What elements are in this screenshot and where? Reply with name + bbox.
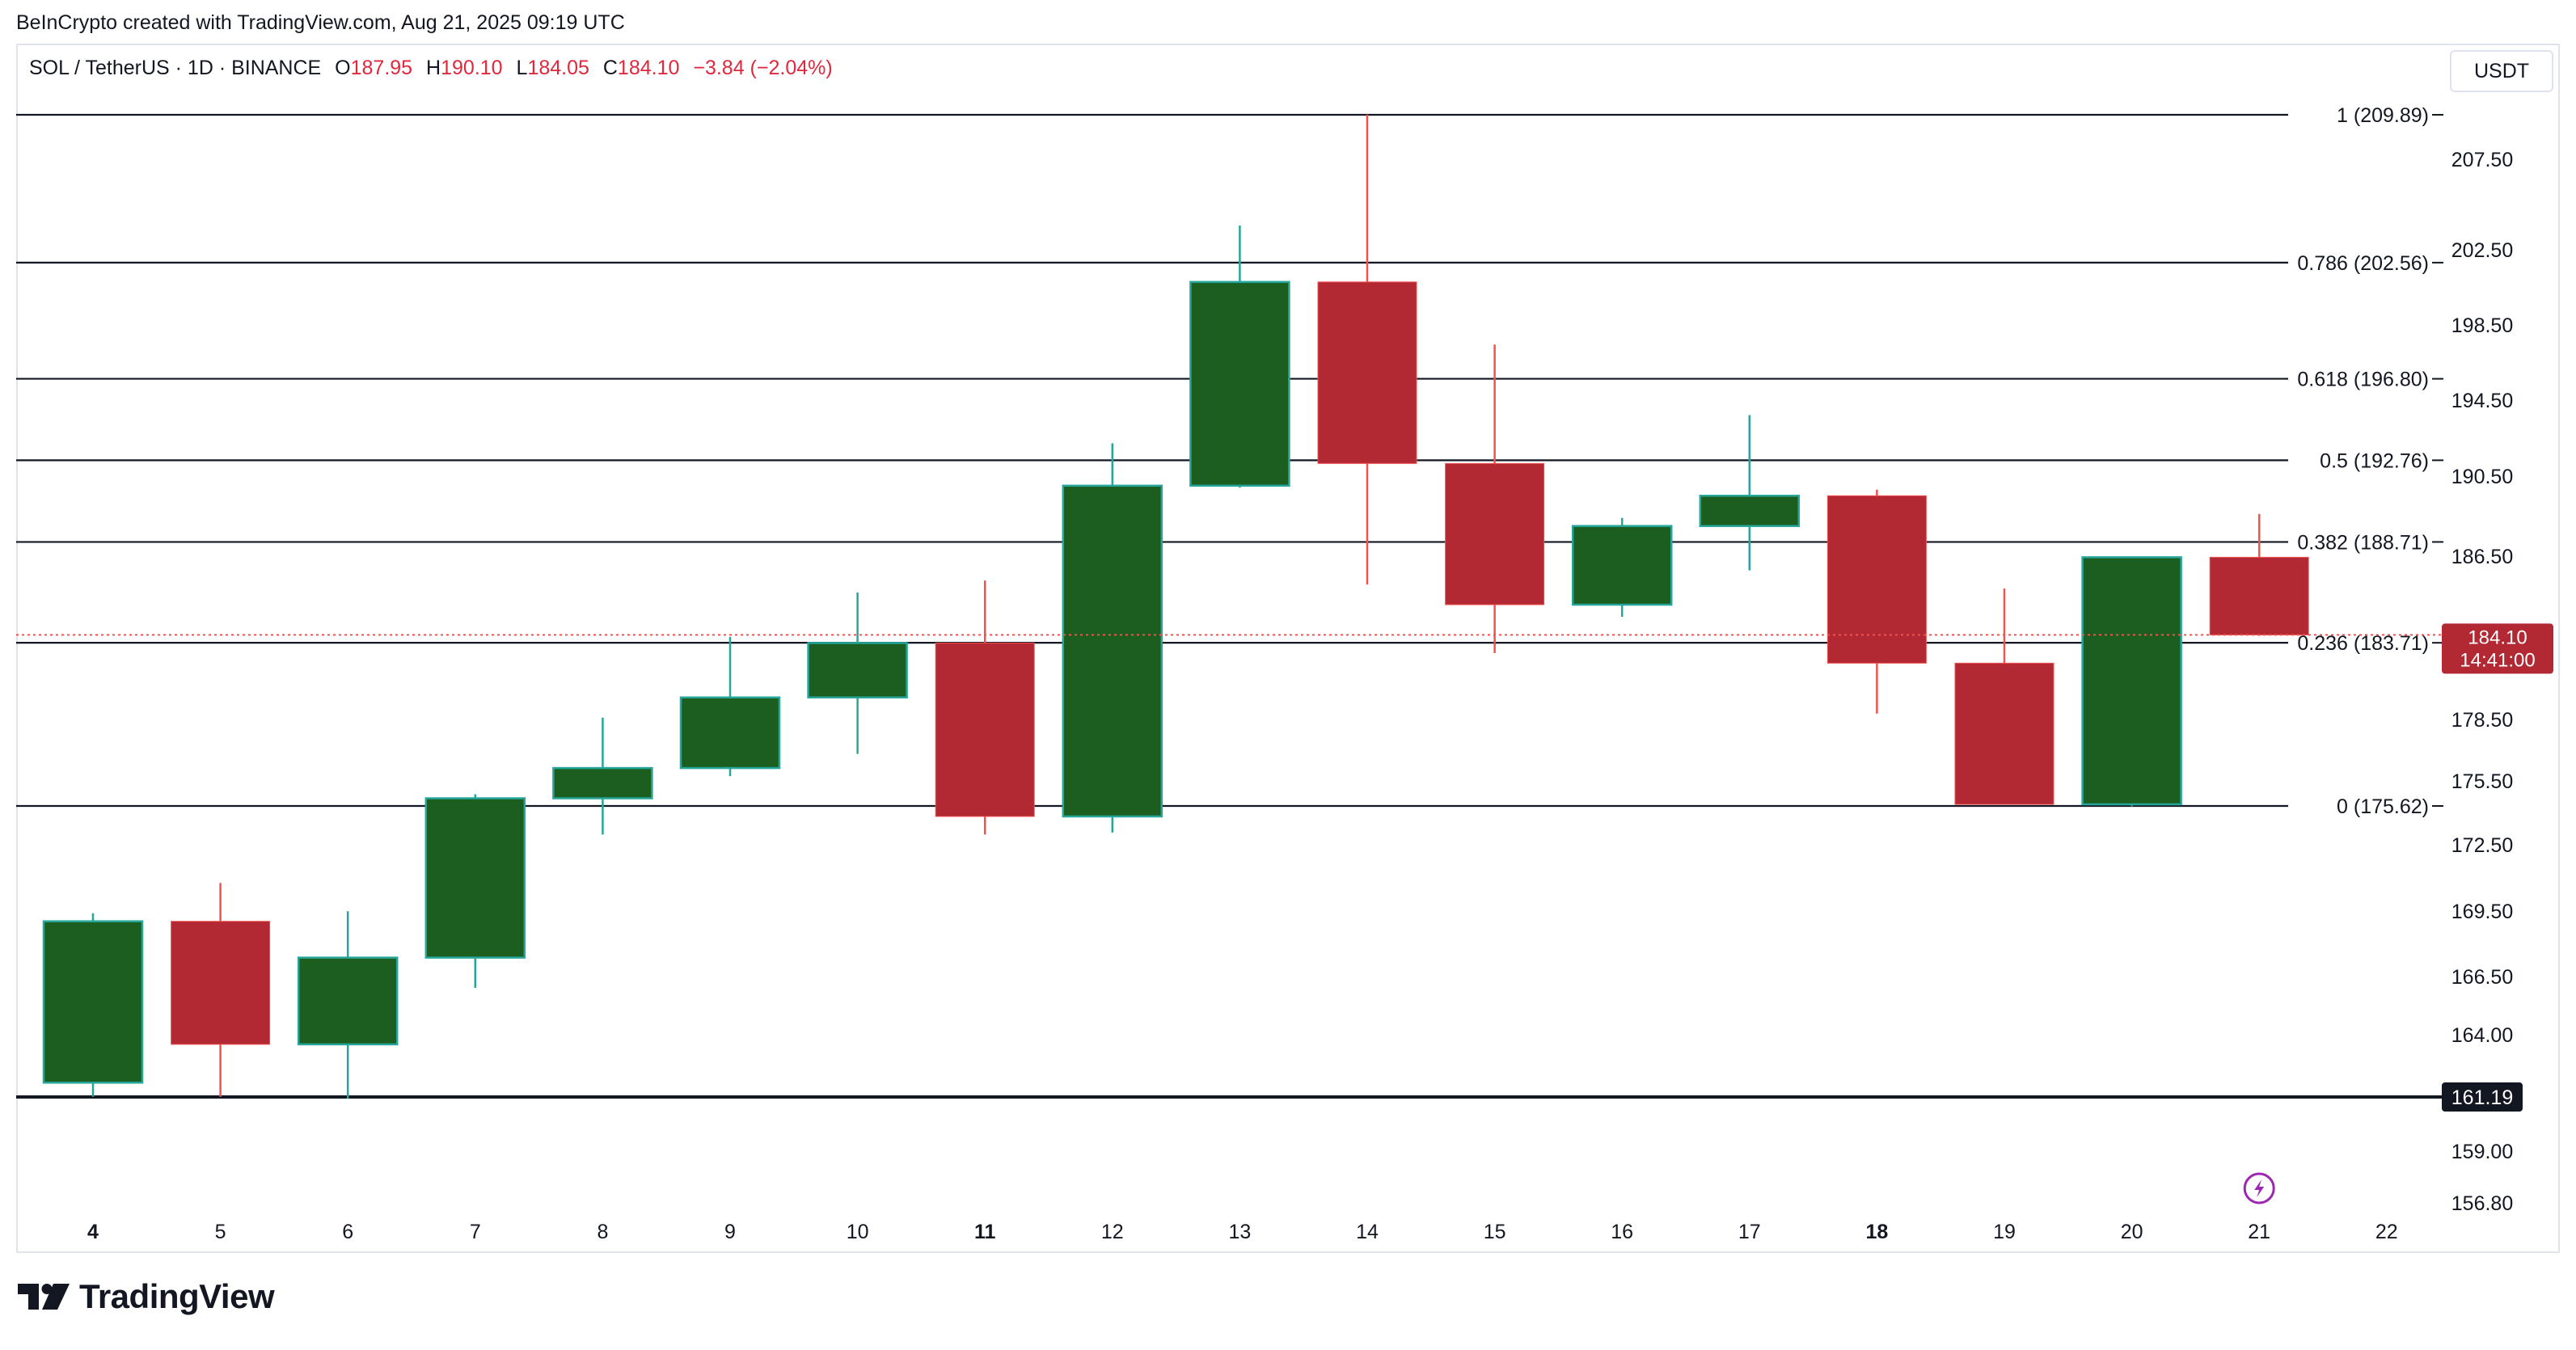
symbol-name[interactable]: SOL / TetherUS · 1D · BINANCE — [29, 57, 322, 79]
chart-panel[interactable] — [16, 44, 2560, 1253]
candle-body-12 — [1062, 484, 1163, 818]
current-price-badge — [2442, 623, 2553, 674]
x-tick-label: 21 — [2248, 1221, 2270, 1243]
tradingview-logo-icon — [18, 1284, 70, 1310]
current-price-label: 184.10 — [2468, 626, 2527, 648]
fib-label-0.786: 0.786 (202.56) — [2297, 252, 2429, 275]
candle-body-16 — [1571, 525, 1673, 606]
y-tick-label: 194.50 — [2451, 390, 2513, 412]
y-tick-label: 178.50 — [2451, 709, 2513, 732]
candle-body-11 — [935, 642, 1035, 817]
price-axis: 207.50202.50198.50194.50190.50186.50182.… — [2451, 149, 2513, 1215]
candle-body-13 — [1189, 281, 1290, 487]
x-tick-label: 20 — [2121, 1221, 2143, 1243]
x-tick-label: 16 — [1611, 1221, 1633, 1243]
brand-name: TradingView — [79, 1277, 275, 1315]
high-label: H — [426, 57, 441, 79]
time-axis: 4 5 6 7 8 9 10 11 12 13 14 15 16 17 18 19 20 21 22 — [87, 1221, 2398, 1243]
candle-body-19 — [1954, 662, 2054, 805]
fib-label-0.236: 0.236 (183.71) — [2297, 632, 2429, 655]
close-value: 184.10 — [617, 57, 680, 79]
fib-levels: 1 (209.89) 0.786 (202.56) 0.618 (196.80) 0.… — [16, 104, 2446, 1099]
high-value: 190.10 — [441, 57, 503, 79]
x-tick-label: 22 — [2375, 1221, 2398, 1243]
x-tick-label: 8 — [597, 1221, 608, 1243]
candle-body-7 — [424, 797, 526, 959]
fib-label-0.382: 0.382 (188.71) — [2297, 531, 2429, 554]
candle-body-17 — [1699, 495, 1801, 527]
candle-body-6 — [297, 956, 399, 1046]
support-price-badge — [2442, 1082, 2523, 1112]
fib-label-1: 1 (209.89) — [2337, 104, 2429, 127]
candle-body-20 — [2081, 556, 2182, 806]
x-tick-label: 4 — [87, 1221, 99, 1243]
close-label: C — [602, 57, 618, 79]
y-tick-label: 190.50 — [2451, 466, 2513, 488]
y-tick-label: 198.50 — [2451, 314, 2513, 337]
x-tick-label: 15 — [1484, 1221, 1506, 1243]
low-label: L — [516, 57, 528, 79]
symbol-legend: SOL / TetherUS · 1D · BINANCE O187.95 H1… — [29, 57, 833, 80]
x-tick-label: 17 — [1738, 1221, 1761, 1243]
y-tick-label: 202.50 — [2451, 239, 2513, 262]
candle-body-8 — [552, 766, 653, 799]
x-tick-label: 10 — [847, 1221, 869, 1243]
candle-body-5 — [171, 921, 271, 1045]
y-tick-label: 186.50 — [2451, 546, 2513, 568]
x-tick-label: 14 — [1356, 1221, 1379, 1243]
fib-label-0.5: 0.5 (192.76) — [2320, 449, 2429, 472]
y-tick-label: 172.50 — [2451, 834, 2513, 857]
low-value: 184.05 — [527, 57, 589, 79]
y-tick-label: 169.50 — [2451, 901, 2513, 923]
candle-body-18 — [1826, 495, 1927, 664]
open-value: 187.95 — [350, 57, 413, 79]
tradingview-logo[interactable]: TradingView — [18, 1277, 275, 1316]
candles — [42, 114, 2309, 1099]
countdown-label: 14:41:00 — [2460, 649, 2535, 671]
fib-label-0: 0 (175.62) — [2337, 795, 2429, 818]
y-tick-label: 175.50 — [2451, 770, 2513, 793]
open-label: O — [335, 57, 351, 79]
change-value: −3.84 (−2.04%) — [693, 57, 833, 79]
x-tick-label: 19 — [1993, 1221, 2016, 1243]
candle-body-4 — [42, 920, 144, 1084]
y-tick-label: 164.00 — [2451, 1024, 2513, 1047]
support-price-label: 161.19 — [2451, 1086, 2513, 1109]
x-tick-label: 7 — [470, 1221, 481, 1243]
candle-body-10 — [807, 642, 908, 699]
y-tick-label: 156.80 — [2451, 1192, 2513, 1215]
chart-credit: BeInCrypto created with TradingView.com,… — [16, 11, 625, 34]
x-tick-label: 5 — [215, 1221, 226, 1243]
currency-button[interactable]: USDT — [2450, 50, 2553, 92]
x-tick-label: 18 — [1865, 1221, 1888, 1243]
lightning-bolt-icon — [2254, 1179, 2265, 1197]
fib-label-0.618: 0.618 (196.80) — [2297, 369, 2429, 391]
y-tick-label: 166.50 — [2451, 966, 2513, 989]
y-tick-label: 159.00 — [2451, 1141, 2513, 1163]
x-tick-label: 9 — [724, 1221, 736, 1243]
candle-body-14 — [1317, 281, 1417, 464]
candle-body-9 — [679, 696, 781, 770]
candle-body-21 — [2209, 556, 2309, 635]
y-tick-label: 207.50 — [2451, 149, 2513, 171]
x-tick-label: 6 — [342, 1221, 353, 1243]
x-tick-label: 12 — [1101, 1221, 1124, 1243]
x-tick-label: 11 — [974, 1221, 996, 1243]
candle-body-15 — [1445, 462, 1545, 605]
x-tick-label: 13 — [1228, 1221, 1251, 1243]
